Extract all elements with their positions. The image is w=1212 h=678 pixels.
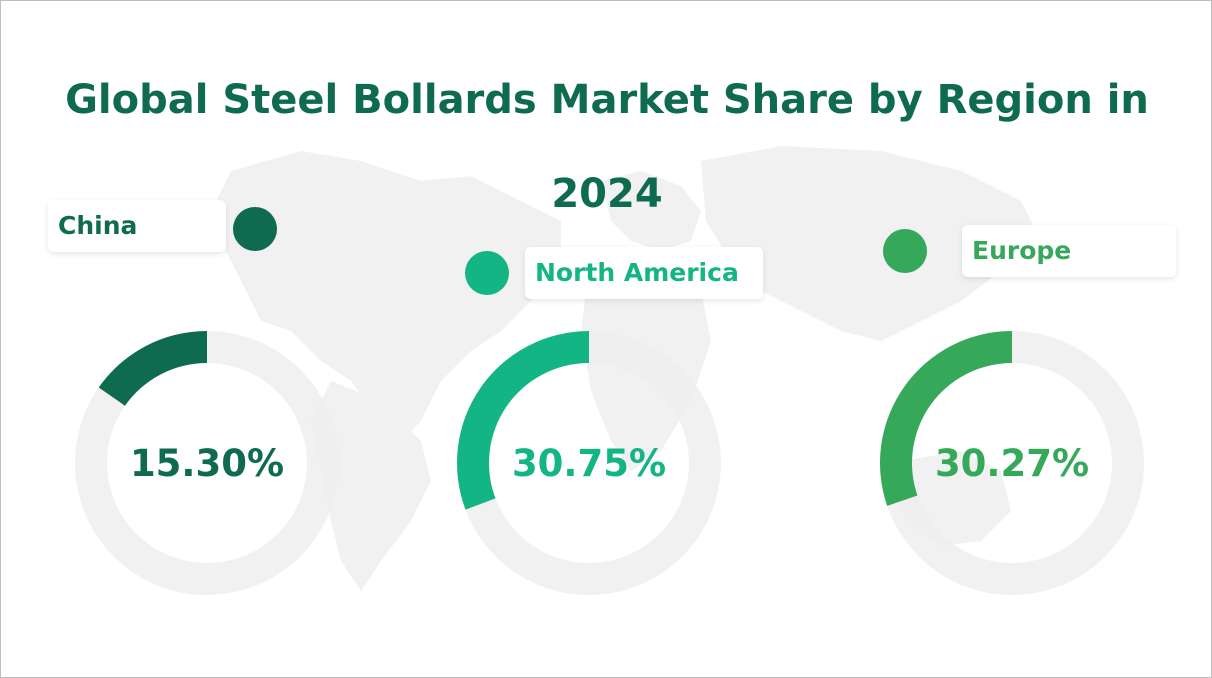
chart-title-line1: Global Steel Bollards Market Share by Re…	[65, 77, 1149, 123]
donut-arc-china	[98, 331, 207, 406]
percentage-label-north-america: 30.75%	[512, 442, 666, 485]
percentage-label-europe: 30.27%	[935, 442, 1089, 485]
donut-arc-north-america	[456, 331, 589, 510]
donut-europe: 30.27%	[879, 331, 1144, 595]
legend-label-china: China	[48, 200, 226, 252]
donut-arc-europe	[880, 331, 1012, 506]
donut-north-america: 30.75%	[456, 331, 721, 595]
legend-dot-china	[233, 207, 277, 251]
legend-dot-europe	[883, 229, 927, 273]
legend-label-north-america: North America	[525, 247, 763, 299]
legend-dot-north-america	[465, 251, 509, 295]
legend-label-europe: Europe	[962, 225, 1176, 277]
donut-china: 15.30%	[74, 331, 339, 595]
percentage-label-china: 15.30%	[130, 442, 284, 485]
chart-title-line2: 2024	[551, 171, 663, 217]
